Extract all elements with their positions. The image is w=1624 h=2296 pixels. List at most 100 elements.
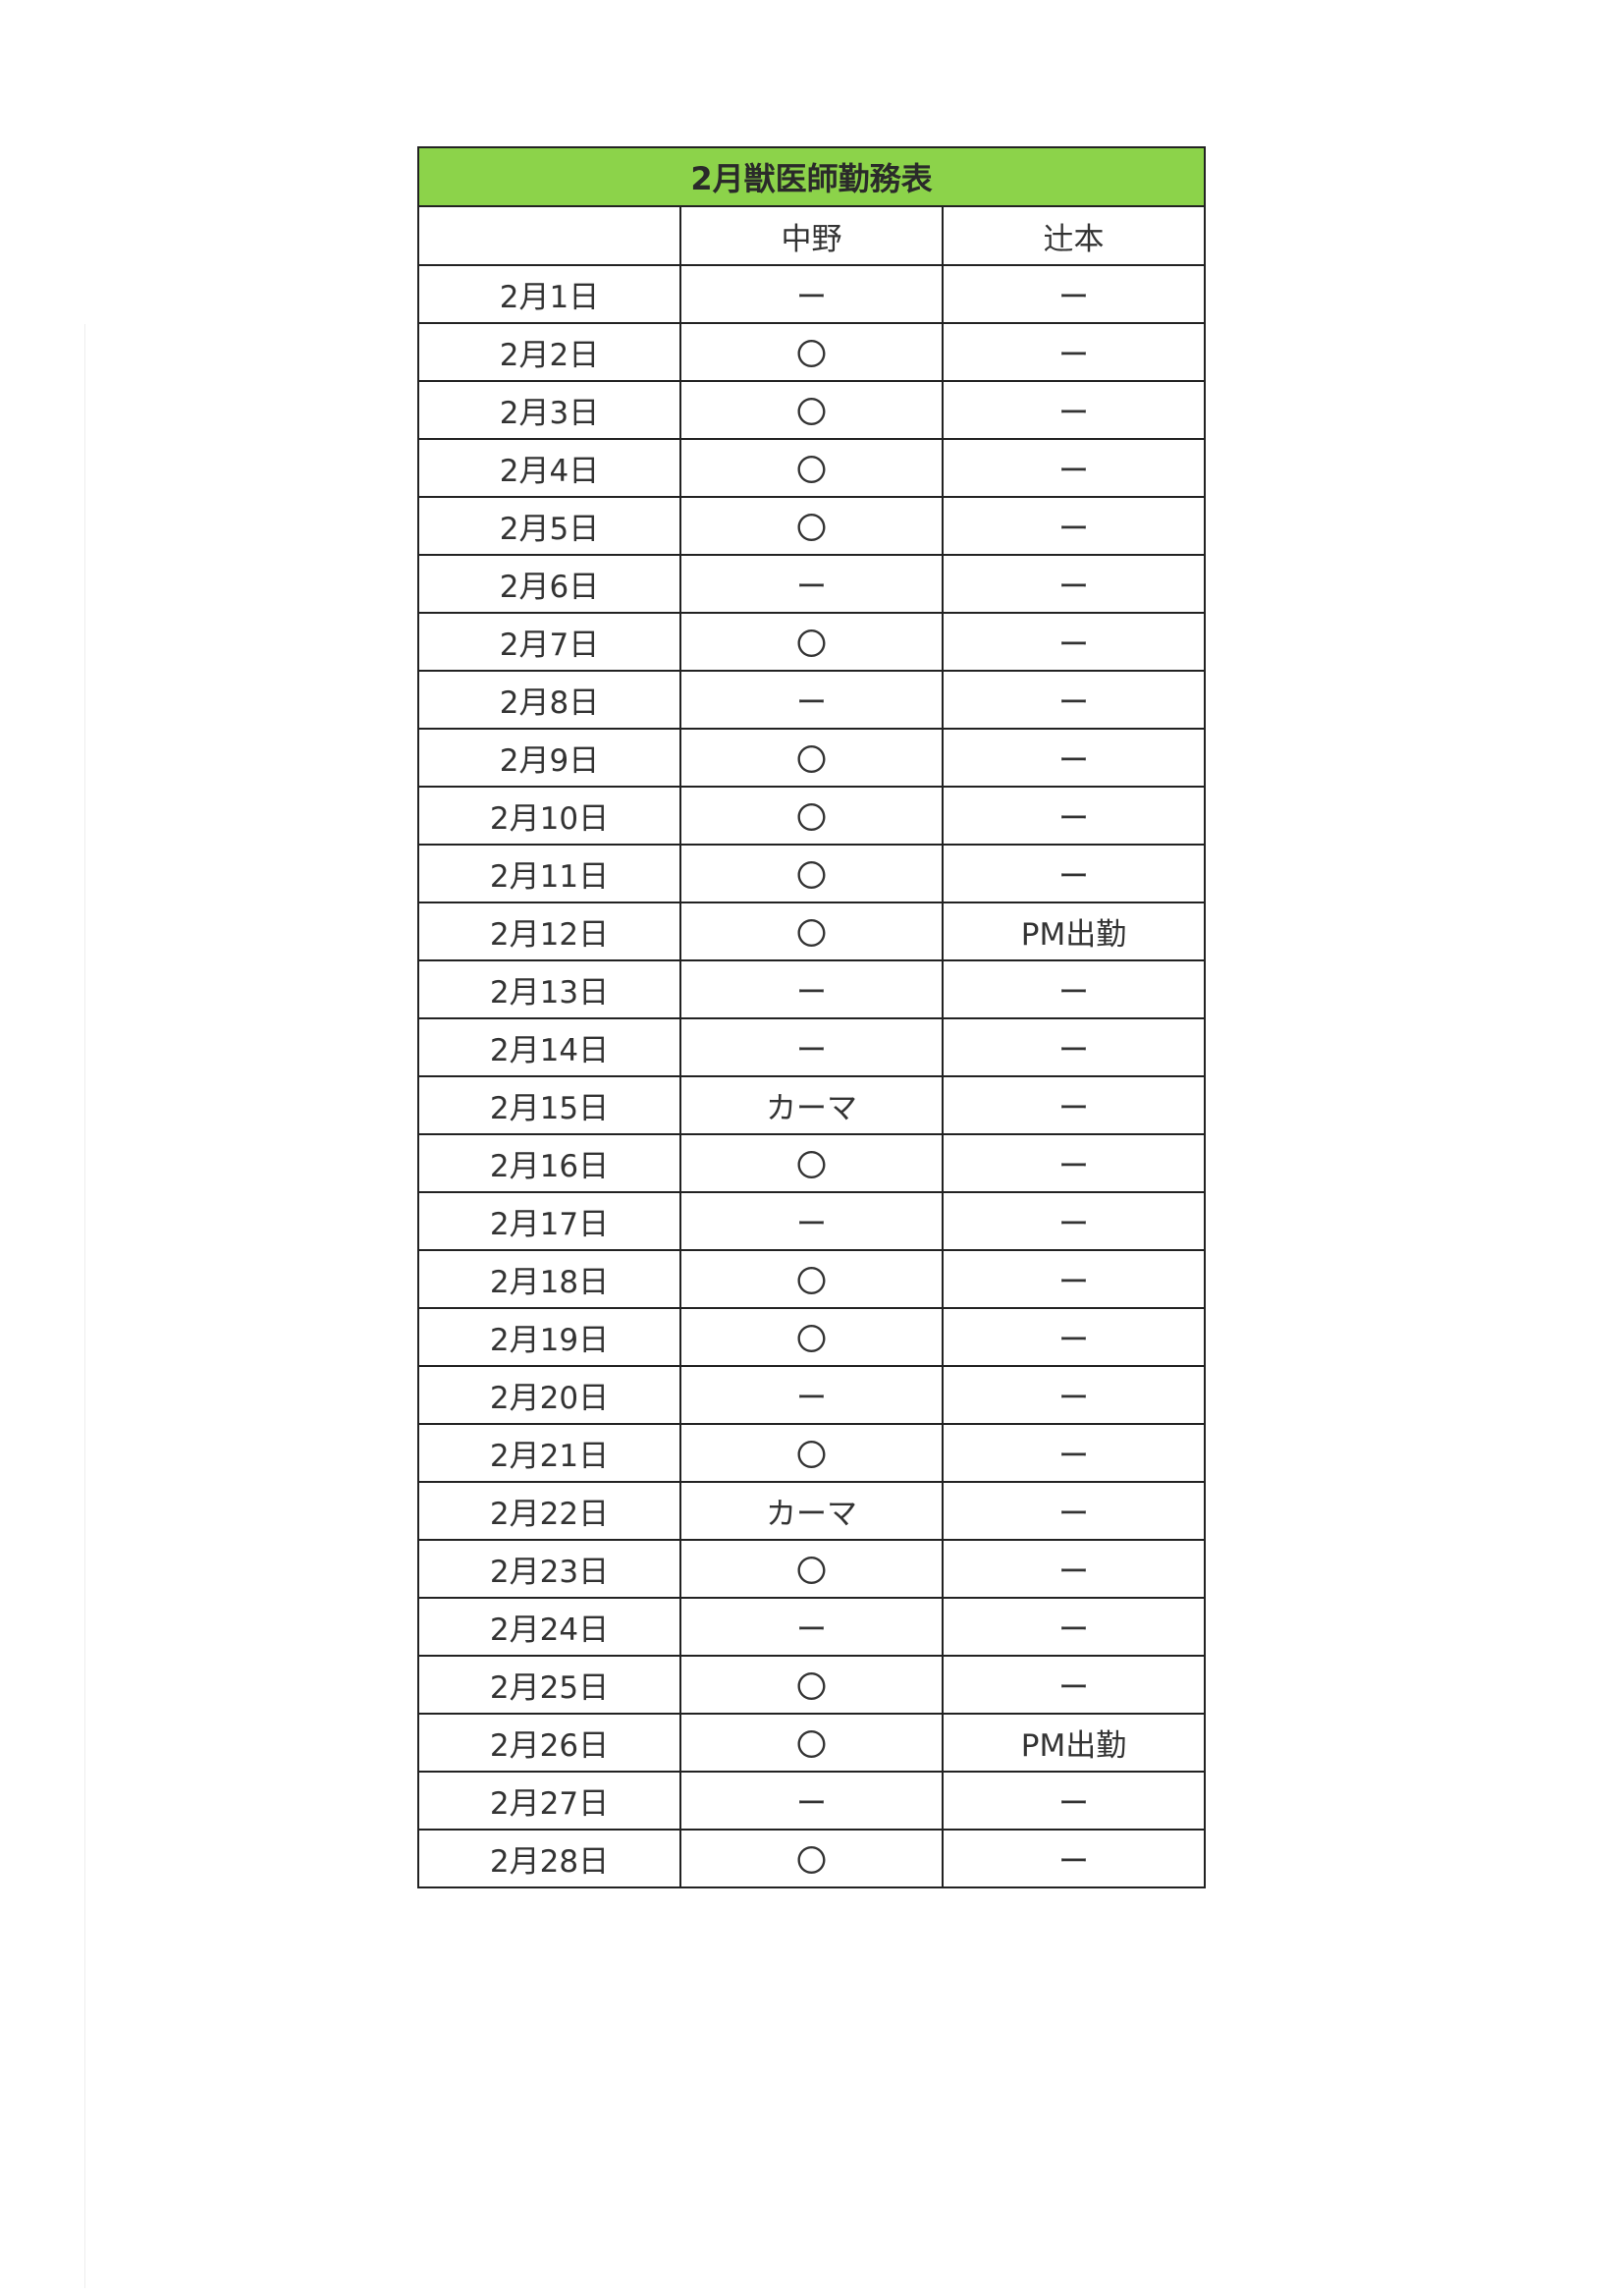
table-row: 2月20日ーー <box>417 1365 1207 1425</box>
table-row: 2月26日〇 PM出勤 <box>417 1713 1207 1773</box>
nakano-cell: カーマ <box>679 1075 944 1135</box>
date-cell: 2月16日 <box>417 1133 681 1193</box>
date-cell: 2月2日 <box>417 322 681 382</box>
table-row: 2月23日〇ー <box>417 1539 1207 1599</box>
tsujimoto-cell: ー <box>941 438 1207 498</box>
date-cell: 2月26日 <box>417 1713 681 1773</box>
table-row: 2月7日〇ー <box>417 612 1207 672</box>
table-row: 2月1日ーー <box>417 264 1207 324</box>
date-cell: 2月15日 <box>417 1075 681 1135</box>
date-cell: 2月7日 <box>417 612 681 672</box>
date-cell: 2月4日 <box>417 438 681 498</box>
date-cell: 2月21日 <box>417 1423 681 1483</box>
date-cell: 2月22日 <box>417 1481 681 1541</box>
nakano-cell: 〇 <box>679 322 944 382</box>
tsujimoto-cell: PM出勤 <box>941 902 1207 961</box>
tsujimoto-cell: ー <box>941 1771 1207 1831</box>
date-cell: 2月9日 <box>417 728 681 788</box>
nakano-cell: 〇 <box>679 728 944 788</box>
date-cell: 2月24日 <box>417 1597 681 1657</box>
date-cell: 2月28日 <box>417 1829 681 1888</box>
date-cell: 2月18日 <box>417 1249 681 1309</box>
nakano-cell: 〇 <box>679 844 944 903</box>
table-row: 2月3日〇ー <box>417 380 1207 440</box>
date-cell: 2月11日 <box>417 844 681 903</box>
nakano-cell: 〇 <box>679 1713 944 1773</box>
tsujimoto-cell: ー <box>941 1365 1207 1425</box>
date-cell: 2月6日 <box>417 554 681 614</box>
tsujimoto-cell: ー <box>941 1307 1207 1367</box>
header-nakano: 中野 <box>679 205 944 266</box>
nakano-cell: 〇 <box>679 902 944 961</box>
tsujimoto-cell: ー <box>941 728 1207 788</box>
nakano-cell: 〇 <box>679 1307 944 1367</box>
tsujimoto-cell: ー <box>941 1655 1207 1715</box>
tsujimoto-cell: ー <box>941 959 1207 1019</box>
scan-page-edge <box>84 324 85 2288</box>
table-row: 2月28日〇ー <box>417 1829 1207 1888</box>
nakano-cell: 〇 <box>679 1133 944 1193</box>
nakano-cell: 〇 <box>679 1539 944 1599</box>
nakano-cell: 〇 <box>679 496 944 556</box>
table-row: 2月21日〇ー <box>417 1423 1207 1483</box>
nakano-cell: ー <box>679 554 944 614</box>
title-row: 2月獣医師勤務表 <box>416 146 1207 207</box>
table-row: 2月2日〇ー <box>417 322 1207 382</box>
tsujimoto-cell: ー <box>941 612 1207 672</box>
nakano-cell: 〇 <box>679 380 944 440</box>
table-row: 2月5日〇ー <box>417 496 1207 556</box>
tsujimoto-cell: ー <box>941 1249 1207 1309</box>
tsujimoto-cell: ー <box>941 1017 1207 1077</box>
header-tsujimoto: 辻本 <box>941 205 1207 266</box>
date-cell: 2月1日 <box>417 264 681 324</box>
nakano-cell: ー <box>679 959 944 1019</box>
tsujimoto-cell: PM出勤 <box>941 1713 1207 1773</box>
nakano-cell: ー <box>679 264 944 324</box>
table-row: 2月12日〇 PM出勤 <box>417 902 1207 961</box>
nakano-cell: 〇 <box>679 438 944 498</box>
date-cell: 2月10日 <box>417 786 681 846</box>
table-row: 2月18日〇ー <box>417 1249 1207 1309</box>
nakano-cell: 〇 <box>679 1655 944 1715</box>
table-row: 2月19日〇ー <box>417 1307 1207 1367</box>
table-row: 2月25日〇ー <box>417 1655 1207 1715</box>
table-row: 2月16日〇ー <box>417 1133 1207 1193</box>
table-row: 2月9日〇ー <box>417 728 1207 788</box>
table-row: 2月17日ーー <box>417 1191 1207 1251</box>
date-cell: 2月3日 <box>417 380 681 440</box>
tsujimoto-cell: ー <box>941 1597 1207 1657</box>
nakano-cell: ー <box>679 1771 944 1831</box>
date-cell: 2月20日 <box>417 1365 681 1425</box>
nakano-cell: カーマ <box>679 1481 944 1541</box>
date-cell: 2月12日 <box>417 902 681 961</box>
date-cell: 2月27日 <box>417 1771 681 1831</box>
table-row: 2月22日 カーマー <box>417 1481 1207 1541</box>
tsujimoto-cell: ー <box>941 1829 1207 1888</box>
date-cell: 2月5日 <box>417 496 681 556</box>
tsujimoto-cell: ー <box>941 264 1207 324</box>
nakano-cell: ー <box>679 670 944 730</box>
nakano-cell: 〇 <box>679 786 944 846</box>
tsujimoto-cell: ー <box>941 1191 1207 1251</box>
tsujimoto-cell: ー <box>941 496 1207 556</box>
tsujimoto-cell: ー <box>941 322 1207 382</box>
table-row: 2月4日〇ー <box>417 438 1207 498</box>
tsujimoto-cell: ー <box>941 1133 1207 1193</box>
table-row: 2月14日ーー <box>417 1017 1207 1077</box>
header-row: 中野 辻本 <box>417 205 1207 266</box>
nakano-cell: ー <box>679 1365 944 1425</box>
date-cell: 2月17日 <box>417 1191 681 1251</box>
date-cell: 2月13日 <box>417 959 681 1019</box>
tsujimoto-cell: ー <box>941 1423 1207 1483</box>
tsujimoto-cell: ー <box>941 786 1207 846</box>
tsujimoto-cell: ー <box>941 1075 1207 1135</box>
tsujimoto-cell: ー <box>941 380 1207 440</box>
nakano-cell: ー <box>679 1017 944 1077</box>
table-row: 2月10日〇ー <box>417 786 1207 846</box>
date-cell: 2月23日 <box>417 1539 681 1599</box>
table-row: 2月15日 カーマー <box>417 1075 1207 1135</box>
table-title: 2月獣医師勤務表 <box>416 146 1207 207</box>
header-date <box>417 205 681 266</box>
tsujimoto-cell: ー <box>941 670 1207 730</box>
schedule-table: 2月獣医師勤務表 中野 辻本 2月1日ーー 2月2日〇ー 2月3日〇ー 2月4日〇ー 2… <box>416 146 1207 1888</box>
